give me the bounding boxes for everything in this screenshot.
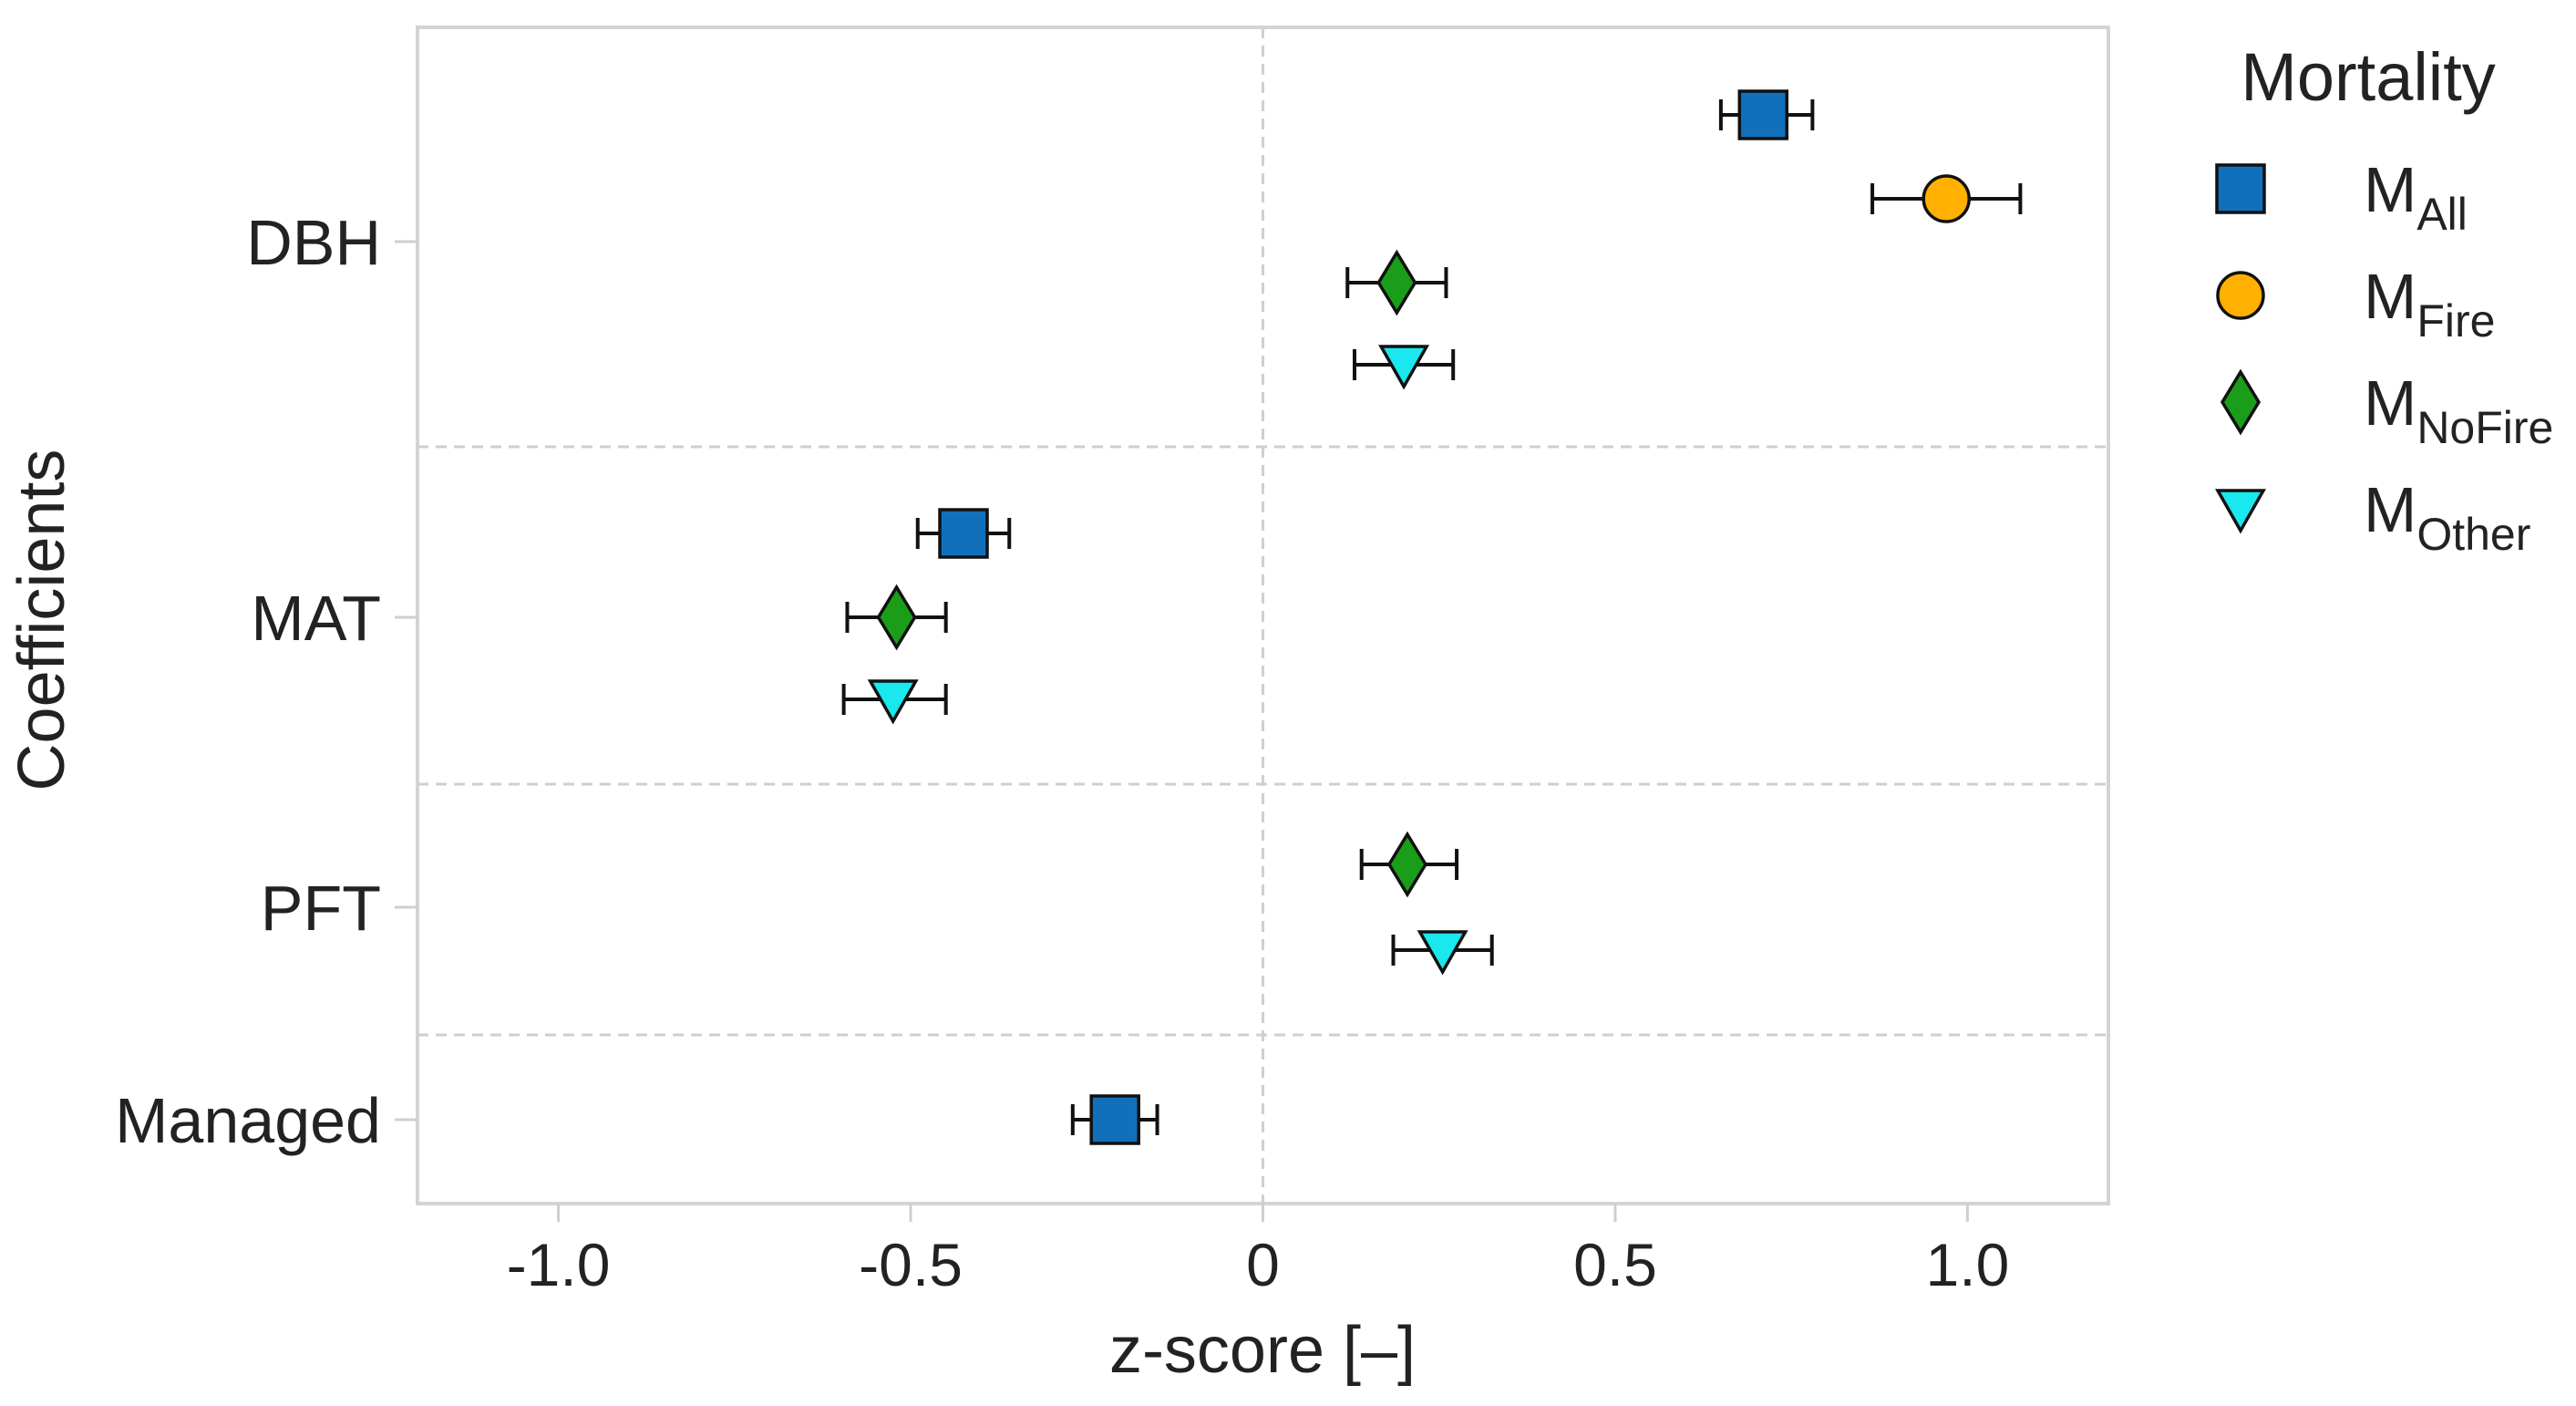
y-tick-label-pft: PFT [261,873,381,944]
marker-mall-dbh [1737,89,1789,140]
marker-mother-dbh [1378,345,1430,390]
point-mother-pft [1391,930,1494,976]
point-mall-managed [1070,1094,1159,1145]
legend-label-mother: MOther [2364,474,2530,560]
x-tick-label-4: 1.0 [1926,1231,2010,1298]
marker-mfire-dbh [1922,174,1971,223]
grid-layer [417,27,2108,1204]
legend-label-mfire: MFire [2364,261,2495,346]
marker-mnofire-dbh [1376,249,1417,316]
legend-marker-mother [2214,489,2267,534]
y-tick-label-mat: MAT [251,583,381,654]
legend-marker-mfire [2216,271,2265,320]
y-axis-label: Coefficients [5,450,78,791]
marker-mother-pft [1417,930,1468,976]
legend-label-mall: MAll [2364,154,2468,240]
legend-marker-mall [2215,163,2266,214]
x-tick-label-0: -1.0 [507,1231,611,1298]
x-tick-layer: -1.0 -0.5 0 0.5 1.0 [507,1204,2010,1298]
y-tick-layer: DBH MAT PFT Managed [115,207,417,1156]
x-axis-label: z-score [–] [1109,1314,1416,1387]
x-tick-label-3: 0.5 [1573,1231,1657,1298]
point-mnofire-pft [1359,831,1459,898]
x-tick-label-1: -0.5 [859,1231,963,1298]
point-mfire-dbh [1870,174,2023,223]
point-mother-mat [841,679,948,725]
point-mother-dbh [1352,345,1456,390]
legend: Mortality MAll MFire MNoFire MOther [2214,39,2553,560]
marker-mother-mat [867,679,919,725]
legend-label-mnofire: MNoFire [2364,367,2553,453]
point-mnofire-dbh [1345,249,1448,316]
y-tick-label-dbh: DBH [246,207,381,278]
marker-mnofire-mat [876,584,917,651]
marker-mall-mat [938,508,989,559]
x-tick-label-2: 0 [1246,1231,1280,1298]
legend-title: Mortality [2241,39,2496,115]
legend-marker-mnofire [2220,368,2262,436]
y-tick-label-managed: Managed [115,1085,381,1156]
marker-mall-managed [1089,1094,1140,1145]
point-mall-dbh [1718,89,1815,140]
legend-entries: MAll MFire MNoFire MOther [2214,154,2553,560]
marker-mnofire-pft [1386,831,1427,898]
point-mall-mat [915,508,1012,559]
marks-layer [841,89,2023,1145]
point-mnofire-mat [845,584,948,651]
